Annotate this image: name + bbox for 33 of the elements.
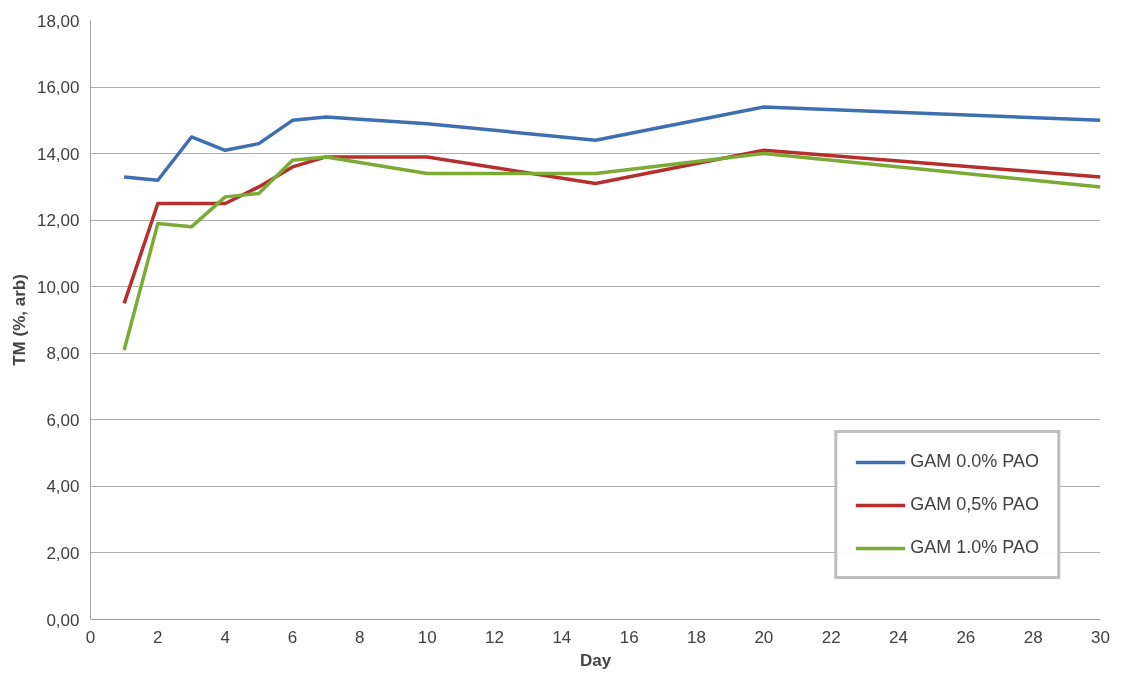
x-tick-label: 28 [1023, 627, 1043, 647]
y-tick-label: 12,00 [36, 211, 80, 231]
x-tick-label: 30 [1091, 627, 1110, 647]
legend-label: GAM 0,5% PAO [910, 494, 1039, 515]
y-tick-label: 8,00 [46, 344, 80, 364]
x-tick-label: 12 [485, 627, 504, 647]
legend-label: GAM 0.0% PAO [910, 451, 1039, 472]
x-tick-label: 18 [687, 627, 706, 647]
y-tick-label: 2,00 [46, 543, 80, 563]
y-tick-label: 4,00 [46, 477, 80, 497]
y-tick-label: 10,00 [36, 277, 80, 297]
x-tick-label: 24 [889, 627, 908, 647]
y-axis-title: TM (%, arb) [9, 274, 29, 366]
x-tick-label: 14 [552, 627, 572, 647]
line-series [122, 151, 1101, 352]
x-tick-label: 2 [153, 627, 163, 647]
x-tick-label: 6 [287, 627, 298, 647]
legend-label: GAM 1.0% PAO [910, 537, 1039, 558]
y-tick-label: 0,00 [46, 610, 80, 630]
x-tick-label: 10 [417, 627, 437, 647]
x-tick-label: 16 [619, 627, 639, 647]
x-tick-label: 22 [821, 627, 841, 647]
x-tick-label: 20 [754, 627, 774, 647]
x-tick-label: 4 [220, 627, 230, 647]
x-tick-label: 8 [355, 627, 365, 647]
y-tick-label: 6,00 [46, 410, 80, 430]
y-tick-label: 14,00 [36, 144, 80, 164]
y-tick-label: 18,00 [36, 11, 80, 31]
x-axis-title: Day [579, 650, 612, 670]
line-series [122, 105, 1101, 182]
x-tick-label: 26 [956, 627, 976, 647]
x-tick-label: 0 [85, 627, 96, 647]
y-tick-label: 16,00 [36, 78, 80, 98]
